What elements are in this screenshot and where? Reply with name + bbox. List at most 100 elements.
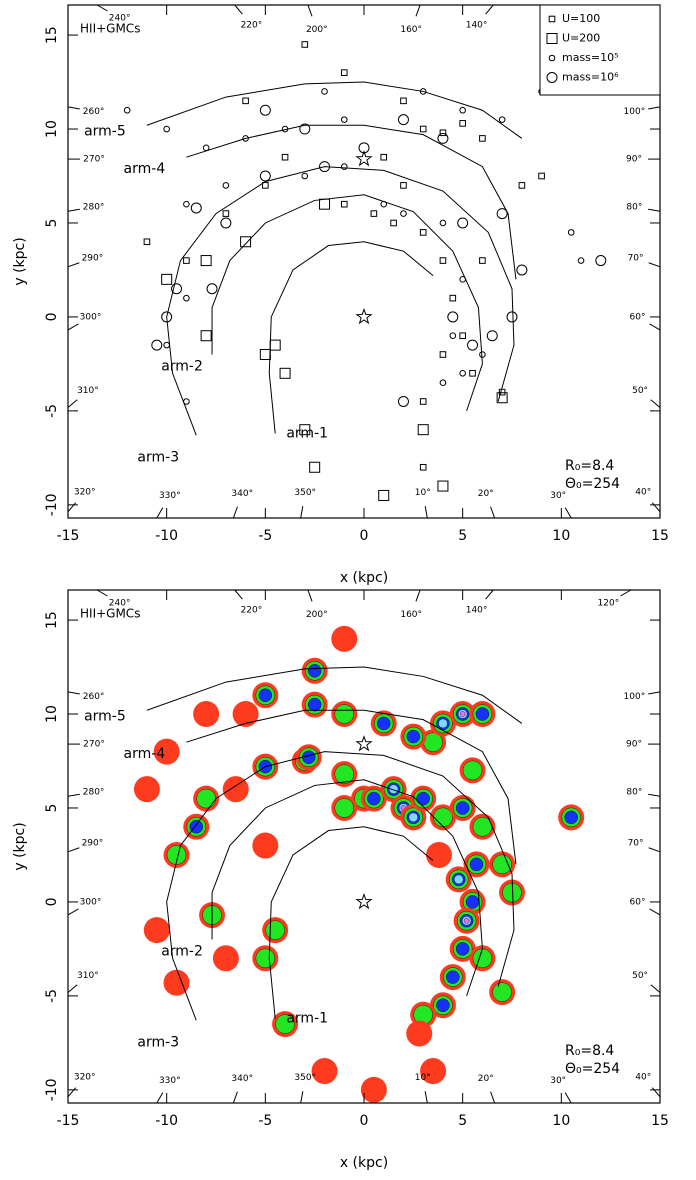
contour-level <box>311 1058 338 1085</box>
longitude-tick <box>651 1087 661 1098</box>
contour-level <box>334 704 354 724</box>
contour-level <box>459 711 466 717</box>
longitude-tick <box>67 502 77 513</box>
longitude-tick <box>564 1092 572 1104</box>
y-tick-label: -10 <box>44 1078 60 1101</box>
longitude-label: 270° <box>83 155 105 165</box>
longitude-label: 240° <box>109 599 131 609</box>
point <box>340 163 348 170</box>
longitude-tick <box>485 589 494 600</box>
x-axis-label: x (kpc) <box>340 1155 388 1171</box>
longitude-label: 260° <box>83 107 105 117</box>
point <box>163 125 170 133</box>
point <box>437 132 449 144</box>
longitude-label: 240° <box>109 14 131 24</box>
point <box>459 332 466 340</box>
point <box>390 219 397 227</box>
star-marker <box>355 892 373 910</box>
contour-level <box>492 854 512 875</box>
point <box>262 182 269 189</box>
longitude-tick <box>232 1091 238 1104</box>
point <box>447 311 459 323</box>
point <box>240 236 252 248</box>
longitude-label: 70° <box>628 253 644 263</box>
point <box>469 370 476 377</box>
contour-level <box>416 791 430 806</box>
longitude-label: 50° <box>632 386 648 396</box>
longitude-tick <box>648 262 661 268</box>
point <box>506 311 518 323</box>
x-axis-label: x (kpc) <box>340 570 388 586</box>
longitude-tick <box>651 502 661 513</box>
longitude-label: 350° <box>294 1073 316 1083</box>
longitude-label: 320° <box>74 1072 96 1082</box>
contour-level <box>212 945 239 972</box>
longitude-tick <box>67 106 80 110</box>
contour-level <box>408 812 419 823</box>
x-tick-label: -5 <box>258 1113 272 1129</box>
spiral-arm <box>146 666 523 724</box>
point <box>259 104 271 116</box>
longitude-tick <box>96 589 108 597</box>
point <box>281 153 289 161</box>
longitude-tick <box>650 984 661 993</box>
longitude-tick <box>415 589 421 602</box>
y-tick-label: 10 <box>44 120 60 138</box>
longitude-label: 10° <box>415 1073 431 1083</box>
point <box>206 283 218 295</box>
longitude-tick <box>648 847 661 853</box>
contour-level <box>475 707 490 721</box>
longitude-label: 80° <box>626 787 642 797</box>
y-tick-label: 15 <box>44 611 60 629</box>
longitude-tick <box>234 589 243 600</box>
longitude-label: 70° <box>628 838 644 848</box>
contour-level <box>307 697 322 712</box>
x-tick-label: -15 <box>57 528 80 544</box>
longitude-label: 140° <box>466 605 488 615</box>
contour-level <box>446 970 460 984</box>
point <box>437 480 449 492</box>
longitude-tick <box>67 984 78 993</box>
arm-label: arm-4 <box>124 161 166 177</box>
contour-level <box>438 718 448 729</box>
longitude-tick <box>485 4 494 15</box>
longitude-tick <box>96 4 108 12</box>
longitude-label: 30° <box>550 1076 566 1086</box>
longitude-label: 90° <box>626 740 642 750</box>
legend-label: U=100 <box>562 12 600 25</box>
point <box>496 208 508 220</box>
contour-level <box>406 729 421 744</box>
annotation: R₀=8.4 <box>565 1043 614 1059</box>
x-tick-label: -15 <box>57 1113 80 1129</box>
contour-level <box>469 857 484 872</box>
contour-level <box>564 810 578 825</box>
x-tick-label: 15 <box>651 528 669 544</box>
y-tick-label: 5 <box>44 804 60 813</box>
contour-level <box>252 832 279 859</box>
point <box>397 114 409 126</box>
longitude-label: 20° <box>478 489 494 499</box>
longitude-label: 260° <box>83 692 105 702</box>
contour-level <box>189 820 203 834</box>
annotation: R₀=8.4 <box>565 458 614 474</box>
longitude-tick <box>156 1092 164 1104</box>
arm-label: arm-1 <box>286 425 328 441</box>
x-tick-label: 0 <box>360 1113 369 1129</box>
point <box>496 392 508 404</box>
contour-level <box>143 917 170 944</box>
point <box>380 153 388 161</box>
contour-level <box>388 784 399 794</box>
y-tick-label: -10 <box>44 493 60 516</box>
point <box>301 41 309 48</box>
longitude-label: 300° <box>80 312 102 322</box>
point <box>479 135 486 142</box>
longitude-tick <box>648 208 661 212</box>
longitude-label: 280° <box>83 787 105 797</box>
arm-label: arm-5 <box>84 708 126 724</box>
point <box>163 341 170 349</box>
contour-level <box>307 664 322 678</box>
longitude-tick <box>67 399 78 408</box>
spiral-arm <box>186 709 517 865</box>
contour-level <box>492 982 512 1002</box>
longitude-tick <box>424 506 428 519</box>
